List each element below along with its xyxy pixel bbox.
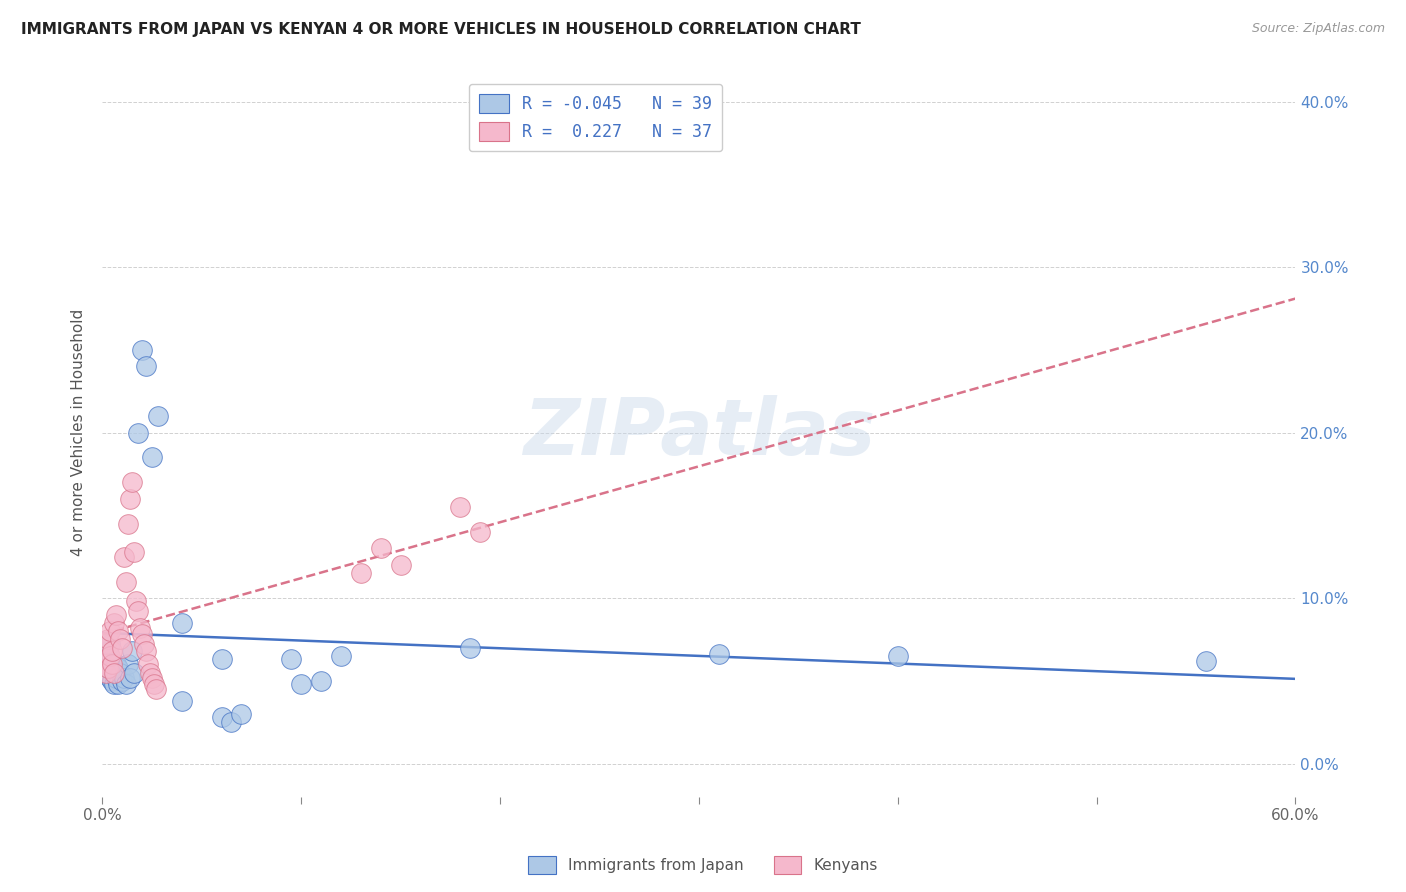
Text: ZIPatlas: ZIPatlas bbox=[523, 394, 875, 471]
Point bbox=[105, 657, 128, 672]
Point bbox=[131, 627, 153, 641]
Point bbox=[141, 450, 163, 465]
Point bbox=[145, 682, 167, 697]
Point bbox=[211, 710, 233, 724]
Point bbox=[108, 632, 131, 647]
Point bbox=[117, 516, 139, 531]
Point bbox=[141, 671, 163, 685]
Point bbox=[350, 566, 373, 581]
Point bbox=[468, 524, 491, 539]
Point bbox=[98, 671, 121, 685]
Point bbox=[111, 673, 134, 688]
Point bbox=[115, 677, 138, 691]
Point bbox=[101, 644, 124, 658]
Point bbox=[1195, 654, 1218, 668]
Point bbox=[103, 665, 125, 680]
Point bbox=[389, 558, 412, 572]
Point bbox=[231, 706, 253, 721]
Point bbox=[98, 624, 121, 639]
Point bbox=[170, 615, 193, 630]
Point bbox=[108, 665, 131, 680]
Point bbox=[329, 648, 352, 663]
Point bbox=[107, 677, 129, 691]
Point bbox=[370, 541, 392, 556]
Point bbox=[96, 665, 118, 680]
Point bbox=[112, 671, 135, 685]
Point bbox=[221, 715, 243, 730]
Point bbox=[136, 657, 159, 672]
Point bbox=[309, 673, 332, 688]
Point bbox=[135, 644, 157, 658]
Point bbox=[103, 665, 125, 680]
Point bbox=[96, 637, 118, 651]
Y-axis label: 4 or more Vehicles in Household: 4 or more Vehicles in Household bbox=[72, 309, 86, 557]
Point bbox=[139, 665, 162, 680]
Point bbox=[97, 644, 120, 658]
Point bbox=[103, 615, 125, 630]
Point bbox=[707, 648, 730, 662]
Point bbox=[98, 637, 121, 651]
Point bbox=[115, 574, 138, 589]
Point bbox=[142, 677, 165, 691]
Point bbox=[107, 624, 129, 639]
Point bbox=[101, 673, 124, 688]
Point bbox=[121, 644, 143, 658]
Point bbox=[93, 657, 115, 672]
Legend: R = -0.045   N = 39, R =  0.227   N = 37: R = -0.045 N = 39, R = 0.227 N = 37 bbox=[468, 84, 721, 151]
Point bbox=[458, 640, 481, 655]
Point bbox=[118, 491, 141, 506]
Point bbox=[132, 637, 155, 651]
Point bbox=[122, 665, 145, 680]
Point bbox=[170, 694, 193, 708]
Point bbox=[107, 660, 129, 674]
Point bbox=[127, 604, 149, 618]
Point bbox=[121, 475, 143, 490]
Legend: Immigrants from Japan, Kenyans: Immigrants from Japan, Kenyans bbox=[522, 850, 884, 880]
Point bbox=[118, 671, 141, 685]
Point bbox=[125, 594, 148, 608]
Point bbox=[122, 545, 145, 559]
Point bbox=[280, 652, 302, 666]
Text: Source: ZipAtlas.com: Source: ZipAtlas.com bbox=[1251, 22, 1385, 36]
Point bbox=[98, 648, 121, 663]
Point bbox=[101, 657, 124, 672]
Point bbox=[117, 657, 139, 672]
Point bbox=[135, 359, 157, 374]
Point bbox=[103, 677, 125, 691]
Point bbox=[97, 660, 120, 674]
Point bbox=[105, 671, 128, 685]
Point bbox=[886, 648, 908, 663]
Point bbox=[101, 657, 124, 672]
Point bbox=[146, 409, 169, 423]
Point bbox=[105, 607, 128, 622]
Point bbox=[111, 640, 134, 655]
Point bbox=[211, 652, 233, 666]
Text: IMMIGRANTS FROM JAPAN VS KENYAN 4 OR MORE VEHICLES IN HOUSEHOLD CORRELATION CHAR: IMMIGRANTS FROM JAPAN VS KENYAN 4 OR MOR… bbox=[21, 22, 860, 37]
Point bbox=[97, 660, 120, 674]
Point bbox=[449, 500, 471, 514]
Point bbox=[112, 549, 135, 564]
Point bbox=[290, 677, 312, 691]
Point bbox=[127, 425, 149, 440]
Point bbox=[131, 343, 153, 357]
Point bbox=[97, 632, 120, 647]
Point bbox=[129, 621, 152, 635]
